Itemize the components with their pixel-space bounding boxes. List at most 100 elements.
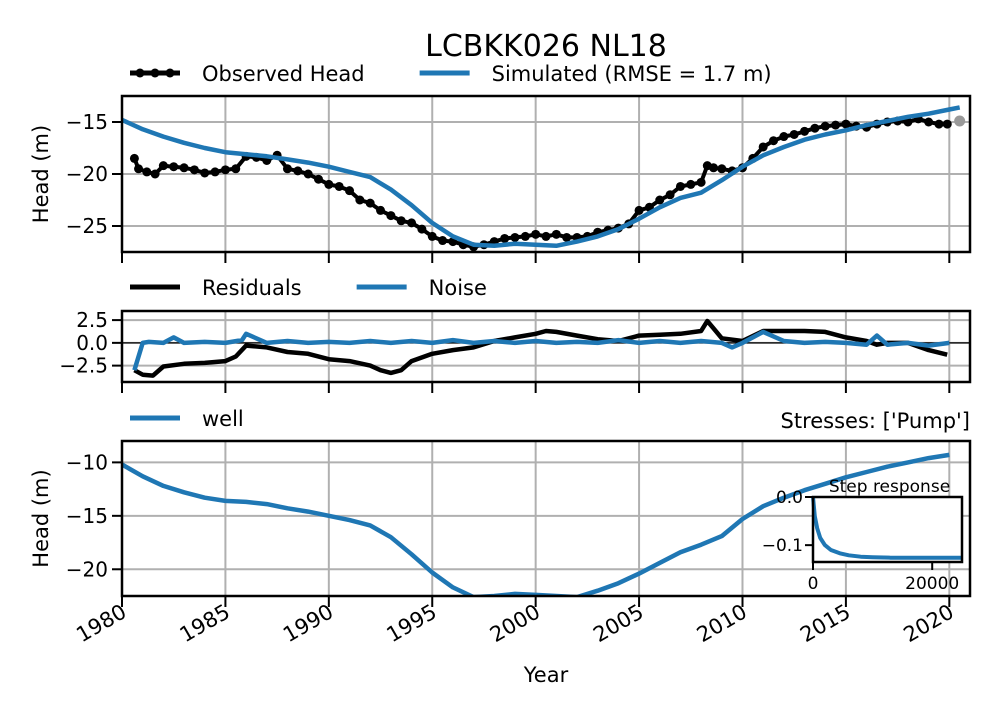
observed-point [150,169,160,179]
step-response-inset: Step response 0.0 −0.10 20000 [762,477,964,594]
observed-point [231,164,241,174]
observed-point [324,179,334,189]
x-tick-label: 2010 [693,600,751,648]
observed-point [303,169,313,179]
observed-point [709,163,719,173]
inset-x-tick-label: 20000 [905,574,959,594]
observed-point [820,121,830,131]
y-tick-label: −2.5 [59,354,108,378]
observed-point [169,162,179,172]
observed-point [334,181,344,191]
observed-point [220,165,230,175]
observed-point [386,211,396,221]
series-group [122,105,961,252]
extra-observed-point [954,115,966,127]
y-tick-label: −15 [66,504,108,528]
observed-point [789,129,799,139]
observed-point [282,164,292,174]
observed-point [293,166,303,176]
inset-x-tick-label: 0 [808,574,819,594]
x-axis-label: Year [523,663,569,687]
y-axis-label: Head (m) [29,469,53,567]
series-simulated-rmse-1-7-m-line [122,105,961,249]
y-tick-label: −20 [66,162,108,186]
observed-point [407,218,417,228]
y-tick-label: −15 [66,110,108,134]
observed-point [158,161,168,171]
observed-point [665,190,675,200]
inset-title: Step response [829,477,950,497]
x-tick-label: 1995 [382,600,440,648]
observed-point [841,119,851,129]
inset-y-tick-label: 0.0 [776,488,803,508]
observed-point [345,186,355,196]
inset-y-tick-label: −0.1 [762,536,803,556]
residuals-panel: 2.50.0−2.5 Residuals Noise [59,276,972,393]
legend-observed-head-marker [150,68,160,78]
observed-point [634,205,644,215]
series-group [132,318,950,378]
observed-point [417,224,427,234]
legend-residuals-label: Residuals [202,276,302,300]
observed-point [779,132,789,142]
legend-observed-head-marker [165,68,175,78]
observed-point [438,236,448,246]
series-noise-line [132,329,950,371]
observed-point [179,163,189,173]
observed-point [655,195,665,205]
legend-observed-head-marker [135,68,145,78]
observed-point [686,179,696,189]
x-tick-label: 2000 [486,600,544,648]
observed-point [800,126,810,136]
y-tick-label: −10 [66,450,108,474]
y-axis-label: Head (m) [29,125,53,223]
observed-point [189,165,199,175]
observed-point [142,167,152,177]
y-tick-label: 2.5 [76,308,108,332]
legend-simulated-rmse-1-7-m-label: Simulated (RMSE = 1.7 m) [492,62,772,86]
observed-point [313,174,323,184]
legend-well-label: well [202,407,244,431]
observed-point [942,119,952,129]
axes-frame [120,439,972,598]
observed-point [427,231,437,241]
legend-observed-head-label: Observed Head [202,62,365,86]
observed-point [520,231,530,241]
observed-point [717,164,727,174]
axes-frame [120,309,972,384]
observed-point [365,198,375,208]
observed-point [129,153,139,163]
observed-point [376,205,386,215]
observed-point [758,142,768,152]
step-response-line [811,496,962,560]
x-tick-label: 1980 [72,600,130,648]
legend-noise-label: Noise [429,276,487,300]
series-residuals-line [133,318,948,378]
x-tick-label: 1990 [279,600,337,648]
observed-point [810,123,820,133]
observed-point [510,232,520,242]
x-axis: 1980 1985 1990 1995 2000 2005 2010 2015 2020 [72,600,958,648]
y-tick-label: −20 [66,557,108,581]
x-tick-label: 1985 [176,600,234,648]
y-tick-label: −25 [66,214,108,238]
x-tick-label: 2020 [900,600,958,648]
inset-frame [811,495,964,564]
series-observed-head-line [132,116,948,249]
observed-point [562,232,572,242]
contribution-panel: −10 −15 −20 Head (m) well Stresses: ['Pump'] S… [29,407,972,607]
observed-point [500,233,510,243]
stresses-annotation: Stresses: ['Pump'] [781,409,970,433]
observed-point [696,177,706,187]
observed-point [831,120,841,130]
figure-title: LCBKK026 NL18 [425,29,667,64]
head-panel: −15 −20 −25 Head (m) Observed Head Simulated … [29,62,972,263]
observed-point [675,181,685,191]
axes-frame [120,94,972,254]
observed-point [210,167,220,177]
observed-point [355,195,365,205]
observed-point [541,231,551,241]
observed-point [903,117,913,127]
observed-point [934,119,944,129]
